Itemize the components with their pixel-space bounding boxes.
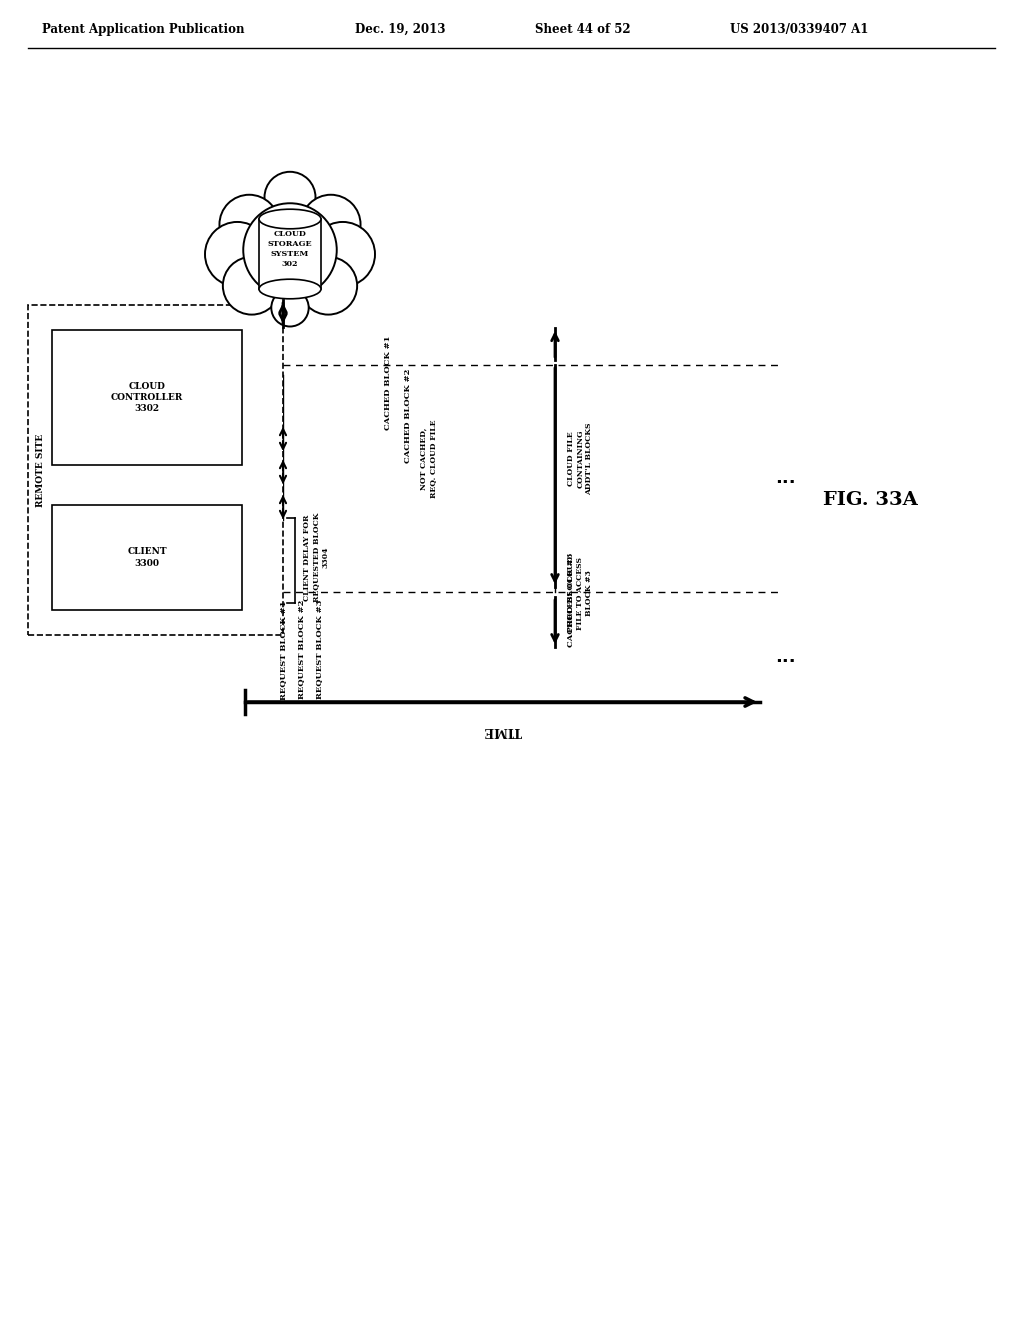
Circle shape bbox=[244, 203, 337, 297]
Circle shape bbox=[301, 195, 360, 255]
Text: CACHED BLOCK #1: CACHED BLOCK #1 bbox=[384, 335, 392, 430]
Text: REQUEST BLOCK #2: REQUEST BLOCK #2 bbox=[297, 601, 305, 700]
Circle shape bbox=[205, 222, 269, 286]
Text: ...: ... bbox=[775, 470, 796, 487]
Text: CLOUD
CONTROLLER
3302: CLOUD CONTROLLER 3302 bbox=[111, 381, 183, 413]
Text: FIG. 33A: FIG. 33A bbox=[822, 491, 918, 510]
Circle shape bbox=[223, 257, 281, 314]
Text: CACHED BLOCK #2: CACHED BLOCK #2 bbox=[404, 368, 412, 463]
Text: Dec. 19, 2013: Dec. 19, 2013 bbox=[355, 22, 445, 36]
Text: Sheet 44 of 52: Sheet 44 of 52 bbox=[535, 22, 631, 36]
Text: TIME: TIME bbox=[483, 723, 521, 737]
Text: US 2013/0339407 A1: US 2013/0339407 A1 bbox=[730, 22, 868, 36]
Text: CLIENT
3300: CLIENT 3300 bbox=[127, 548, 167, 568]
Bar bbox=[52, 506, 242, 610]
Text: Patent Application Publication: Patent Application Publication bbox=[42, 22, 245, 36]
Ellipse shape bbox=[259, 280, 321, 298]
Text: CLOUD FILE
CONTAINING
ADDT'L BLOCKS: CLOUD FILE CONTAINING ADDT'L BLOCKS bbox=[567, 422, 593, 495]
Text: REQUEST BLOCK #3: REQUEST BLOCK #3 bbox=[315, 601, 323, 700]
Circle shape bbox=[271, 289, 308, 326]
Ellipse shape bbox=[259, 209, 321, 228]
Text: PROCESS CLOUD
FILE TO ACCESS
BLOCK #3: PROCESS CLOUD FILE TO ACCESS BLOCK #3 bbox=[567, 556, 593, 631]
Circle shape bbox=[219, 195, 279, 255]
Text: CLOUD
STORAGE
SYSTEM
302: CLOUD STORAGE SYSTEM 302 bbox=[267, 230, 312, 268]
Circle shape bbox=[264, 172, 315, 223]
Text: REMOTE SITE: REMOTE SITE bbox=[36, 433, 45, 507]
Text: CACHED BLOCK #3: CACHED BLOCK #3 bbox=[567, 553, 575, 647]
Bar bbox=[28, 305, 283, 635]
Bar bbox=[52, 330, 242, 465]
Circle shape bbox=[310, 222, 375, 286]
Circle shape bbox=[299, 257, 357, 314]
Text: ...: ... bbox=[775, 648, 796, 667]
Text: REQUEST BLOCK #1: REQUEST BLOCK #1 bbox=[279, 601, 287, 700]
Text: NOT CACHED,
REQ. CLOUD FILE: NOT CACHED, REQ. CLOUD FILE bbox=[420, 420, 436, 498]
Bar bbox=[259, 219, 321, 289]
Text: CLIENT DELAY FOR
REQUESTED BLOCK
3304: CLIENT DELAY FOR REQUESTED BLOCK 3304 bbox=[303, 512, 330, 602]
